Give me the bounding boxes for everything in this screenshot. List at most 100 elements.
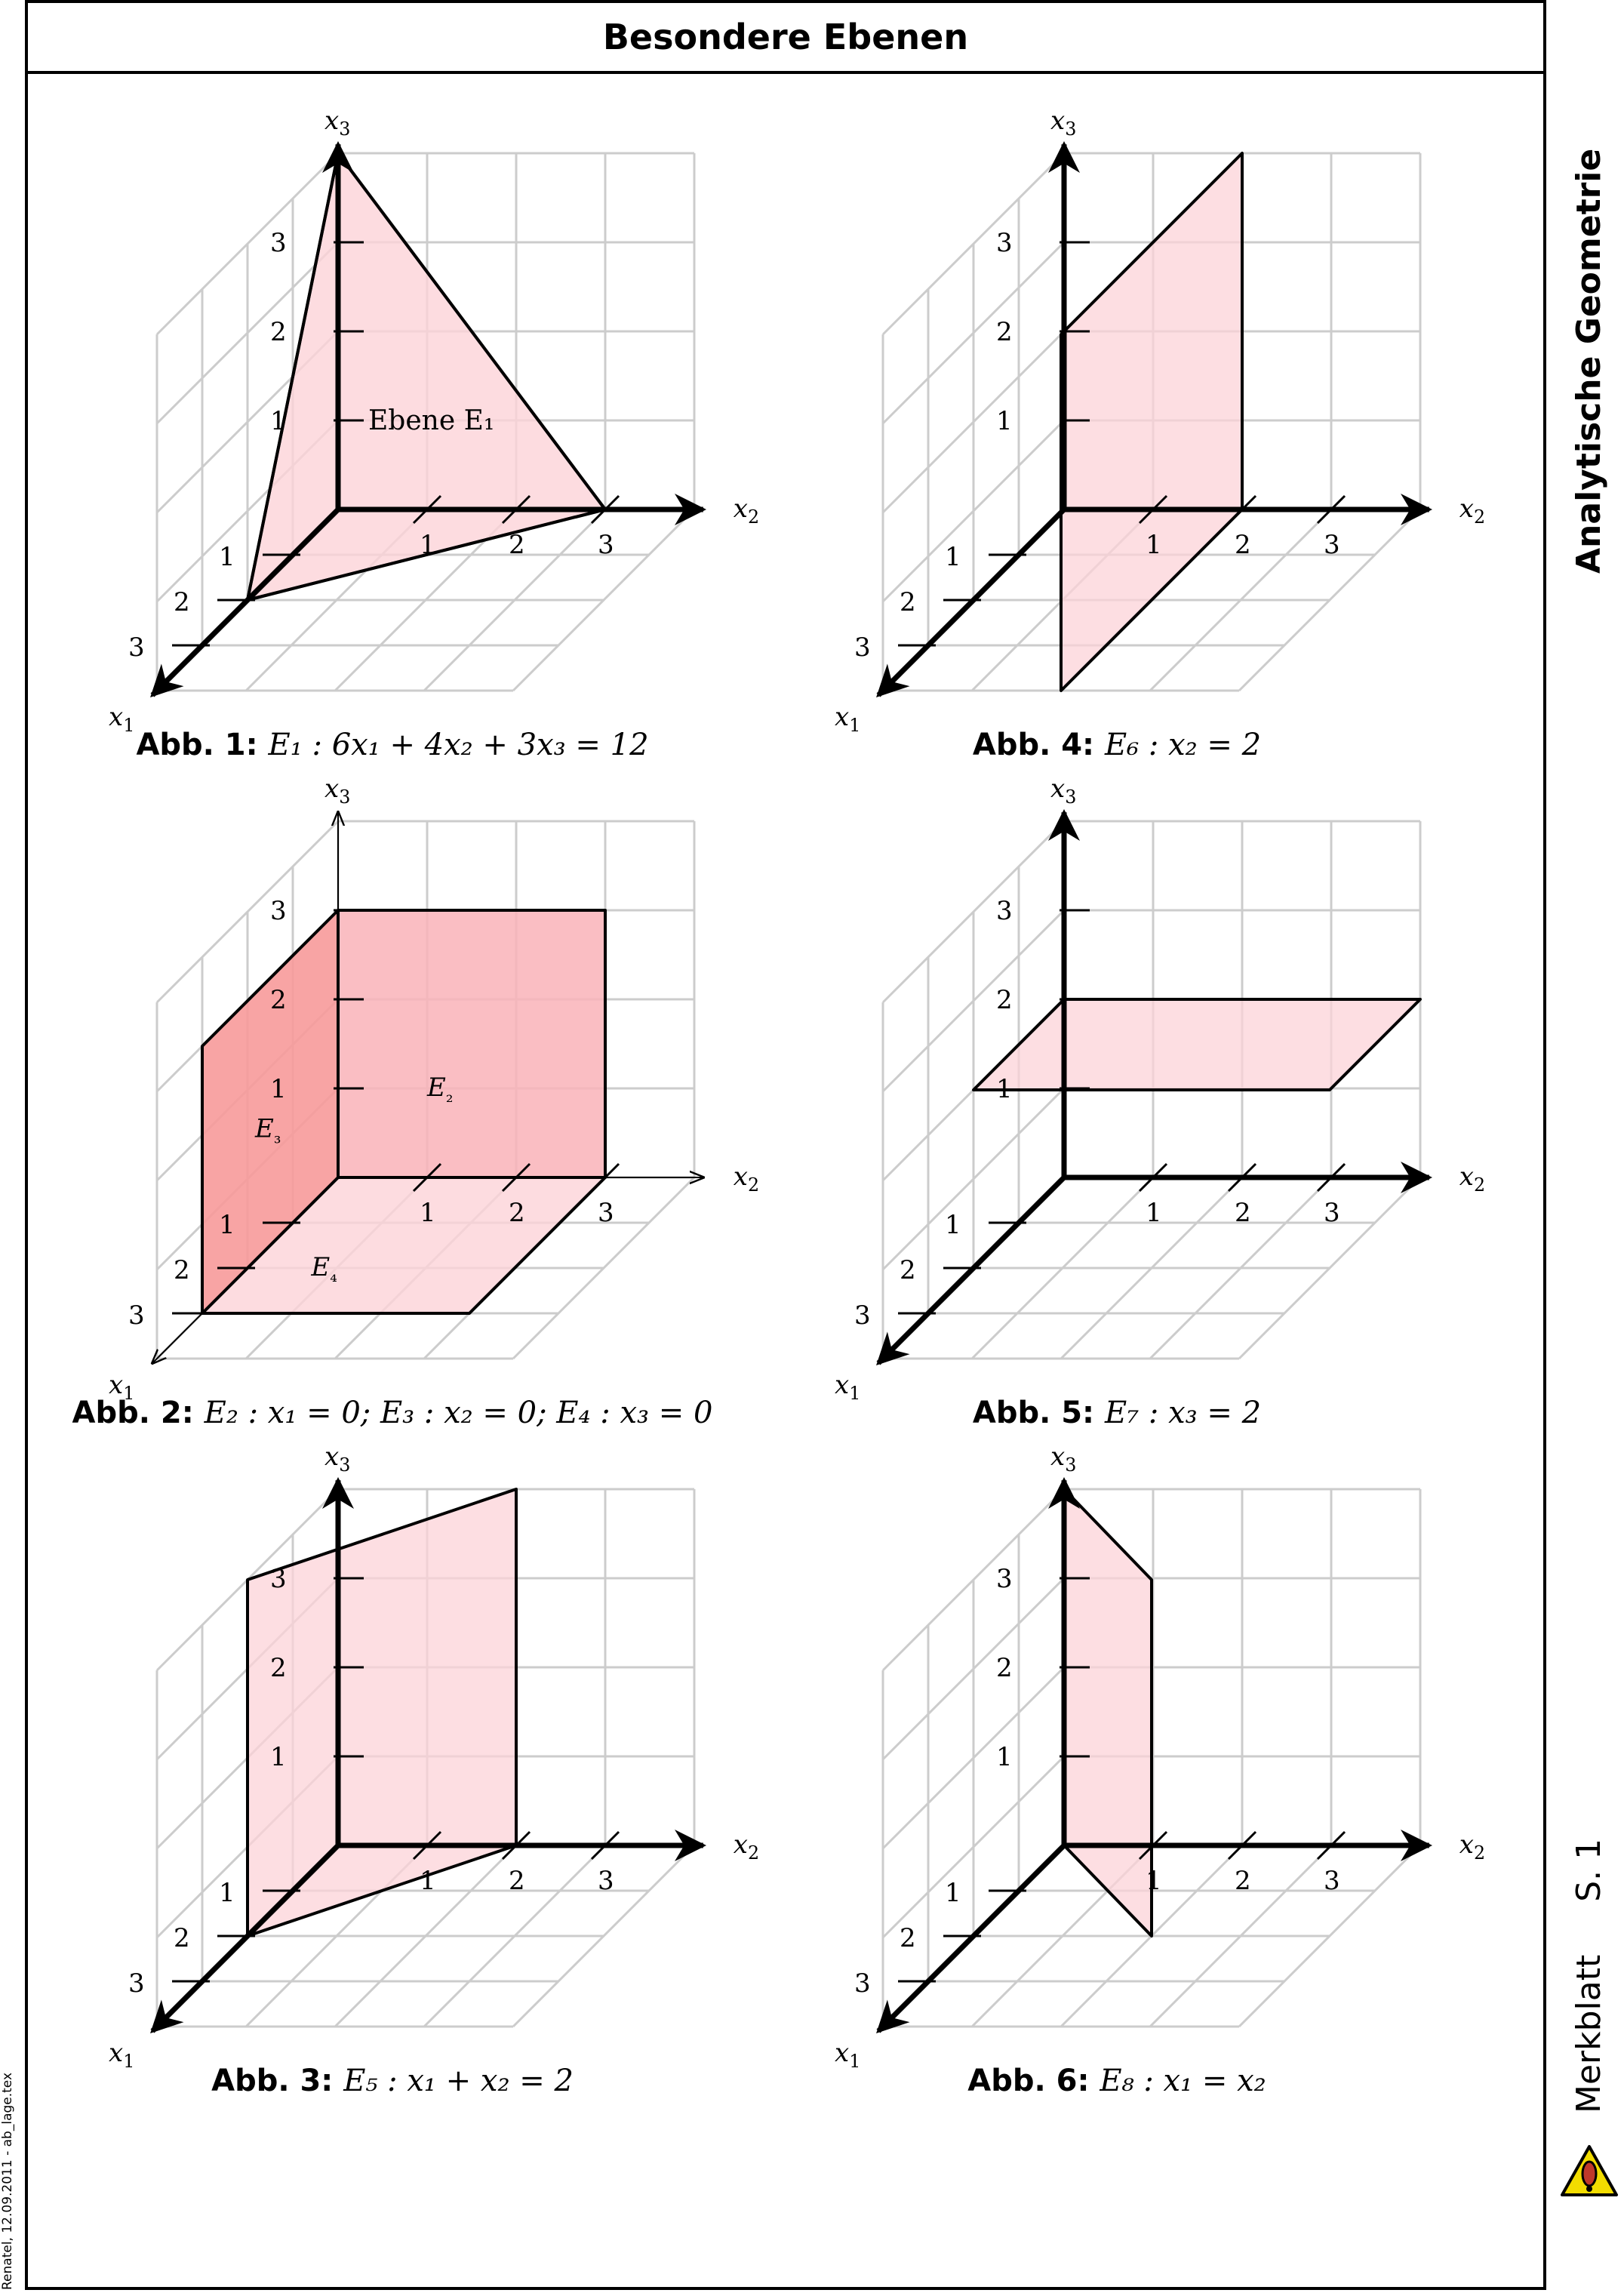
grid-line bbox=[155, 820, 340, 1004]
x2-tick-label: 2 bbox=[509, 1866, 525, 1896]
x1-tick-label: 2 bbox=[900, 1255, 916, 1285]
x1-axis-label: x1 bbox=[109, 2038, 134, 2072]
grid-line bbox=[155, 241, 340, 425]
x2-tick bbox=[412, 1162, 442, 1193]
grid-line bbox=[512, 1176, 696, 1360]
x1-tick-label: 3 bbox=[854, 1300, 871, 1331]
x1-tick-label: 1 bbox=[945, 1210, 961, 1240]
x1-tick-label: 2 bbox=[174, 1923, 190, 1953]
x1-tick-label: 1 bbox=[945, 1878, 961, 1908]
x2-tick-label: 3 bbox=[1324, 1866, 1340, 1896]
plane-e4-label: E₄ bbox=[310, 1252, 337, 1286]
x3-tick-label: 1 bbox=[996, 406, 1013, 436]
caption-abb6: Abb. 6: E₈ : x₁ = x₂ bbox=[967, 2064, 1266, 2098]
x2-axis-label: x2 bbox=[1459, 494, 1485, 528]
x3-tick-label: 3 bbox=[270, 896, 287, 926]
plane-e3-label: E₃ bbox=[254, 1114, 281, 1148]
x1-tick-label: 1 bbox=[945, 542, 961, 572]
grid-line bbox=[1149, 1176, 1333, 1360]
x1-axis-label: x1 bbox=[109, 702, 134, 736]
x2-tick-label: 1 bbox=[420, 1866, 436, 1896]
x3-axis-label: x3 bbox=[324, 1442, 350, 1476]
caption-equation: E₈ : x₁ = x₂ bbox=[1099, 2064, 1266, 2098]
x3-tick-label: 3 bbox=[996, 1564, 1013, 1594]
x3-tick-label: 2 bbox=[270, 985, 287, 1015]
caption-label: Abb. 5: bbox=[973, 1396, 1105, 1430]
x2-tick-label: 3 bbox=[598, 1866, 614, 1896]
page-frame bbox=[25, 0, 1546, 2290]
grid-line bbox=[881, 1488, 1066, 1672]
warning-exclamation-icon bbox=[1561, 2145, 1618, 2196]
grid-line bbox=[881, 1577, 1066, 1761]
plane-e8 bbox=[1063, 1488, 1153, 1938]
caption-equation: E₂ : x₁ = 0; E₃ : x₂ = 0; E₄ : x₃ = 0 bbox=[204, 1396, 713, 1430]
grid-line bbox=[334, 1844, 518, 2028]
x1-axis bbox=[876, 507, 1066, 697]
x1-axis bbox=[150, 507, 340, 697]
x1-tick-label: 2 bbox=[174, 587, 190, 617]
x1-tick-label: 3 bbox=[128, 1300, 145, 1331]
x2-tick bbox=[412, 494, 442, 525]
x1-tick-label: 3 bbox=[854, 1968, 871, 1999]
grid-line bbox=[1060, 1176, 1244, 1360]
x2-tick-label: 3 bbox=[598, 1198, 614, 1228]
x2-tick bbox=[1138, 494, 1168, 525]
x1-axis bbox=[876, 1843, 1066, 2033]
x1-tick-label: 2 bbox=[900, 1923, 916, 1953]
x3-axis-label: x3 bbox=[1050, 774, 1076, 808]
x2-tick-label: 1 bbox=[420, 1198, 436, 1228]
plane-e7 bbox=[972, 998, 1422, 1091]
x3-tick-label: 1 bbox=[996, 1742, 1013, 1772]
grid-line bbox=[881, 1666, 1066, 1850]
x2-tick-label: 2 bbox=[1235, 530, 1251, 560]
x3-tick-label: 2 bbox=[996, 317, 1013, 347]
caption-abb5: Abb. 5: E₇ : x₃ = 2 bbox=[973, 1396, 1261, 1430]
x1-tick-label: 1 bbox=[219, 542, 235, 572]
x3-tick-label: 3 bbox=[270, 1564, 287, 1594]
plane-e1-label: Ebene E₁ bbox=[368, 405, 494, 436]
x3-axis-label: x3 bbox=[324, 106, 350, 140]
x3-tick-label: 1 bbox=[270, 1742, 287, 1772]
x2-tick bbox=[590, 1830, 620, 1861]
grid-line bbox=[881, 241, 1066, 425]
x2-axis-label: x2 bbox=[1459, 1830, 1485, 1864]
x2-tick bbox=[1138, 1830, 1168, 1861]
x2-tick bbox=[1227, 1830, 1257, 1861]
grid-line bbox=[881, 152, 1066, 336]
x1-tick-label: 2 bbox=[900, 587, 916, 617]
caption-abb4: Abb. 4: E₆ : x₂ = 2 bbox=[973, 728, 1261, 762]
caption-label: Abb. 2: bbox=[72, 1396, 205, 1430]
x3-tick-label: 1 bbox=[270, 1074, 287, 1104]
x1-axis bbox=[150, 1843, 340, 2033]
x3-tick-label: 2 bbox=[270, 317, 287, 347]
x1-axis-label: x1 bbox=[835, 1370, 860, 1404]
x1-tick-label: 1 bbox=[219, 1878, 235, 1908]
x3-axis-label: x3 bbox=[1050, 106, 1076, 140]
caption-abb2: Abb. 2: E₂ : x₁ = 0; E₃ : x₂ = 0; E₄ : x… bbox=[72, 1396, 713, 1430]
x1-axis-label: x1 bbox=[109, 1370, 134, 1404]
grid-line bbox=[512, 508, 696, 692]
grid-line bbox=[881, 909, 1066, 1093]
caption-abb3: Abb. 3: E₅ : x₁ + x₂ = 2 bbox=[211, 2064, 574, 2098]
caption-abb1: Abb. 1: E₁ : 6x₁ + 4x₂ + 3x₃ = 12 bbox=[136, 728, 648, 762]
x2-tick bbox=[590, 1162, 620, 1193]
x2-tick bbox=[1316, 1162, 1346, 1193]
x3-tick-label: 2 bbox=[996, 1653, 1013, 1683]
x3-axis-label: x3 bbox=[1050, 1442, 1076, 1476]
grid-line bbox=[512, 1844, 696, 2028]
x3-axis-label: x3 bbox=[324, 774, 350, 808]
x1-axis bbox=[152, 1177, 339, 1363]
x2-axis-label: x2 bbox=[734, 1162, 759, 1196]
x2-tick bbox=[412, 1830, 442, 1861]
x1-tick-label: 2 bbox=[174, 1255, 190, 1285]
x2-tick-label: 1 bbox=[1146, 1198, 1162, 1228]
plane-e6 bbox=[1060, 152, 1244, 692]
plane-e1-outline bbox=[246, 152, 607, 602]
x1-axis-label: x1 bbox=[835, 2038, 860, 2072]
x2-tick bbox=[1227, 494, 1257, 525]
